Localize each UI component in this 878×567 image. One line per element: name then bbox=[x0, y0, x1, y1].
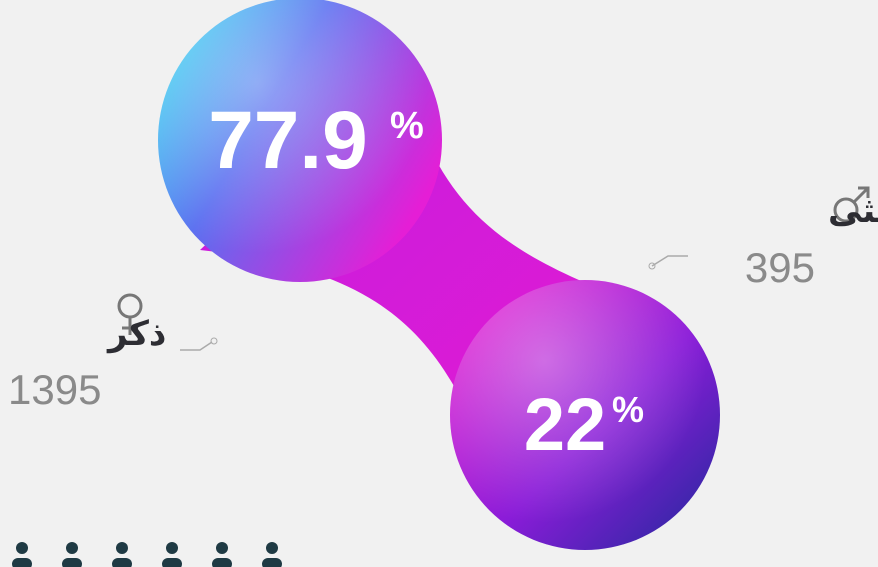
group-count: 395 bbox=[745, 244, 815, 291]
percent-value: 22 bbox=[524, 383, 606, 466]
people-icons bbox=[12, 542, 282, 567]
bubble-small: 22 % bbox=[450, 280, 720, 550]
male-icon bbox=[833, 186, 870, 223]
percent-unit: % bbox=[612, 389, 644, 430]
percent-value: 77.9 bbox=[208, 95, 368, 186]
connector-dot bbox=[648, 262, 656, 270]
group-count: 1395 bbox=[8, 366, 101, 413]
bubble-large: 77.9 % bbox=[158, 0, 442, 282]
female-icon bbox=[117, 293, 143, 335]
connector bbox=[651, 255, 688, 267]
group-label: ذكر bbox=[106, 314, 166, 354]
connector-dot bbox=[210, 337, 218, 345]
group-label: أنثى bbox=[828, 188, 878, 231]
percent-unit: % bbox=[390, 105, 424, 147]
connector bbox=[180, 341, 213, 351]
